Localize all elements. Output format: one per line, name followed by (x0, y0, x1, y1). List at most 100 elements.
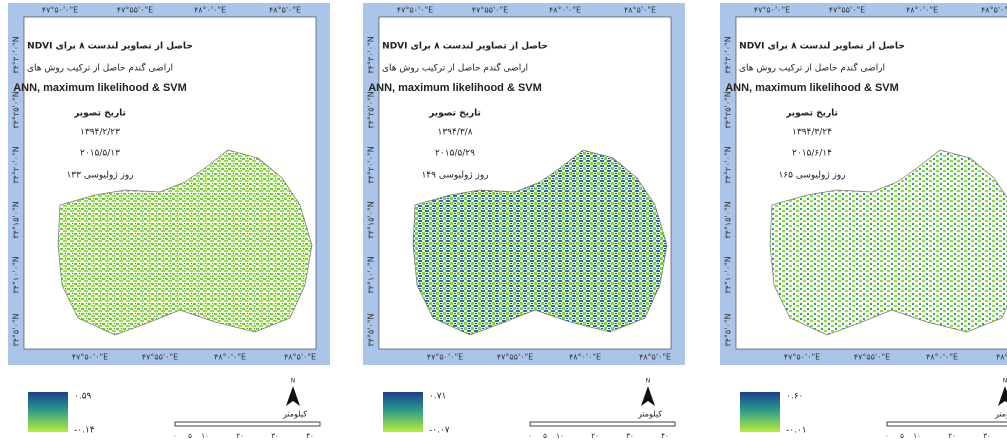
map-panel: ۴۷°۵۰'۰"E ۴۷°۵۵'۰"E ۴۸°۰'۰"E ۴۸°۵'۰"E ۴۷°۵۰'… (363, 3, 685, 440)
scale-tick: ۴۰ (661, 432, 669, 440)
legend-ramp (740, 392, 780, 432)
scale-tick: ۵ (900, 432, 904, 440)
date-label: تاریخ تصویر (428, 109, 481, 119)
top-coordinate: ۴۸°۵'۰"E (269, 6, 301, 15)
map-title-line: NDVI حاصل از تصاویر لندست ۸ برای (27, 42, 193, 52)
scale-unit: کیلومتر (282, 410, 307, 419)
top-coordinate: ۴۷°۵۰'۰"E (42, 6, 78, 15)
bottom-coordinate: ۴۷°۵۰'۰"E (72, 353, 108, 362)
date-shamsi: ۱۳۹۴/۲/۲۳ (80, 128, 120, 138)
north-arrow (286, 386, 300, 406)
legend-high: ۰.۵۹ (74, 392, 92, 402)
top-coordinate: ۴۷°۵۵'۰"E (829, 6, 865, 15)
left-coordinate: ۳۴°۵'۰"N (367, 313, 376, 346)
legend-ramp (383, 392, 423, 432)
methods-label: ANN, maximum likelihood & SVM (368, 82, 542, 94)
map-title-line: NDVI حاصل از تصاویر لندست ۸ برای (739, 42, 905, 52)
scale-tick: ۱۰ (556, 432, 564, 440)
map-title-line: NDVI حاصل از تصاویر لندست ۸ برای (382, 42, 548, 52)
bottom-coordinate: ۴۸°۵'۰"E (284, 353, 316, 362)
date-gregorian: ۲۰۱۵/۶/۱۴ (792, 149, 832, 159)
panels: ۴۷°۵۰'۰"E ۴۷°۵۵'۰"E ۴۸°۰'۰"E ۴۸°۵'۰"E ۴۷°۵۰'… (8, 3, 1007, 440)
scale-bar (175, 422, 320, 426)
methods-label: ANN, maximum likelihood & SVM (13, 82, 187, 94)
bottom-coordinate: ۴۸°۰'۰"E (214, 353, 246, 362)
scale-tick: ۵ (543, 432, 547, 440)
left-coordinate: ۳۴°۲۰'۰"N (12, 146, 21, 183)
left-coordinate: ۳۴°۳۰'۰"N (367, 36, 376, 73)
julian-day: روز ژولیوسی ۱۳۳ (66, 171, 133, 181)
methods-label: ANN, maximum likelihood & SVM (725, 82, 899, 94)
top-coordinate: ۴۷°۵۰'۰"E (397, 6, 433, 15)
bottom-coordinate: ۴۷°۵۰'۰"E (784, 353, 820, 362)
map-panel: ۴۷°۵۰'۰"E ۴۷°۵۵'۰"E ۴۸°۰'۰"E ۴۸°۵'۰"E ۴۷°۵۰'… (8, 3, 330, 440)
top-coordinate: ۴۸°۰'۰"E (549, 6, 581, 15)
left-coordinate: ۳۴°۲۰'۰"N (367, 146, 376, 183)
left-coordinate: ۳۴°۵'۰"N (724, 313, 733, 346)
bottom-coordinate: ۴۷°۵۵'۰"E (497, 353, 533, 362)
legend-high: ۰.۷۱ (429, 392, 446, 402)
scale-tick: ۳۰ (983, 432, 991, 440)
scale-bar (530, 422, 675, 426)
north-arrow (641, 386, 655, 406)
scale-tick: ۲۰ (591, 432, 599, 440)
date-shamsi: ۱۳۹۴/۳/۲۴ (792, 128, 832, 138)
scale-unit: کیلومتر (994, 410, 1007, 419)
north-label: N (291, 378, 296, 385)
map-title-line: اراضی گندم حاصل از ترکیب روش های (739, 62, 885, 74)
scale-tick: ۰ (173, 432, 177, 440)
date-gregorian: ۲۰۱۵/۵/۲۹ (435, 149, 475, 159)
map-panel: ۴۷°۵۰'۰"E ۴۷°۵۵'۰"E ۴۸°۰'۰"E ۴۸°۵'۰"E ۴۷°۵۰'… (720, 3, 1007, 440)
date-label: تاریخ تصویر (785, 109, 838, 119)
left-coordinate: ۳۴°۲۰'۰"N (724, 146, 733, 183)
top-coordinate: ۴۷°۵۵'۰"E (117, 6, 153, 15)
scale-tick: ۲۰ (236, 432, 244, 440)
scale-tick: ۲۰ (948, 432, 956, 440)
scale-tick: ۱۰ (201, 432, 209, 440)
scale-tick: ۴۰ (306, 432, 314, 440)
legend-low: -۰.۱۴ (74, 426, 95, 436)
scale-tick: ۵ (188, 432, 192, 440)
scale-tick: ۳۰ (626, 432, 634, 440)
left-coordinate: ۳۴°۱۰'۰"N (367, 256, 376, 293)
left-coordinate: ۳۴°۱۵'۰"N (367, 201, 376, 238)
top-coordinate: ۴۸°۰'۰"E (906, 6, 938, 15)
legend-high: ۰.۶۰ (786, 392, 803, 402)
legend-low: -۰.۰۷ (429, 426, 450, 436)
scale-tick: ۰ (885, 432, 889, 440)
top-coordinate: ۴۷°۵۰'۰"E (754, 6, 790, 15)
bottom-coordinate: ۴۸°۰'۰"E (926, 353, 958, 362)
map-title-line: اراضی گندم حاصل از ترکیب روش های (27, 62, 173, 74)
left-coordinate: ۳۴°۱۵'۰"N (12, 201, 21, 238)
figure: ۴۷°۵۰'۰"E ۴۷°۵۵'۰"E ۴۸°۰'۰"E ۴۸°۵'۰"E ۴۷°۵۰'… (0, 0, 1007, 447)
legend-low: -۰.۰۱ (786, 426, 807, 436)
bottom-coordinate: ۴۷°۵۰'۰"E (427, 353, 463, 362)
left-coordinate: ۳۴°۱۰'۰"N (12, 256, 21, 293)
date-label: تاریخ تصویر (73, 109, 126, 119)
bottom-coordinate: ۴۸°۵'۰"E (996, 353, 1007, 362)
north-label: N (646, 378, 651, 385)
bottom-coordinate: ۴۸°۰'۰"E (569, 353, 601, 362)
left-coordinate: ۳۴°۲۵'۰"N (724, 91, 733, 128)
left-coordinate: ۳۴°۱۰'۰"N (724, 256, 733, 293)
scale-unit: کیلومتر (637, 410, 662, 419)
bottom-coordinate: ۴۸°۵'۰"E (639, 353, 671, 362)
left-coordinate: ۳۴°۲۵'۰"N (367, 91, 376, 128)
left-coordinate: ۳۴°۳۰'۰"N (724, 36, 733, 73)
left-coordinate: ۳۴°۳۰'۰"N (12, 36, 21, 73)
scale-tick: ۳۰ (271, 432, 279, 440)
left-coordinate: ۳۴°۵'۰"N (12, 313, 21, 346)
map-title-line: اراضی گندم حاصل از ترکیب روش های (382, 62, 528, 74)
top-coordinate: ۴۸°۵'۰"E (624, 6, 656, 15)
left-coordinate: ۳۴°۱۵'۰"N (724, 201, 733, 238)
north-arrow (998, 386, 1007, 406)
scale-bar (887, 422, 1007, 426)
bottom-coordinate: ۴۷°۵۵'۰"E (142, 353, 178, 362)
scale-tick: ۰ (528, 432, 532, 440)
top-coordinate: ۴۸°۵'۰"E (981, 6, 1007, 15)
date-gregorian: ۲۰۱۵/۵/۱۳ (80, 149, 120, 159)
north-label: N (1003, 378, 1007, 385)
scale-tick: ۱۰ (913, 432, 921, 440)
top-coordinate: ۴۷°۵۵'۰"E (472, 6, 508, 15)
left-coordinate: ۳۴°۲۵'۰"N (12, 91, 21, 128)
